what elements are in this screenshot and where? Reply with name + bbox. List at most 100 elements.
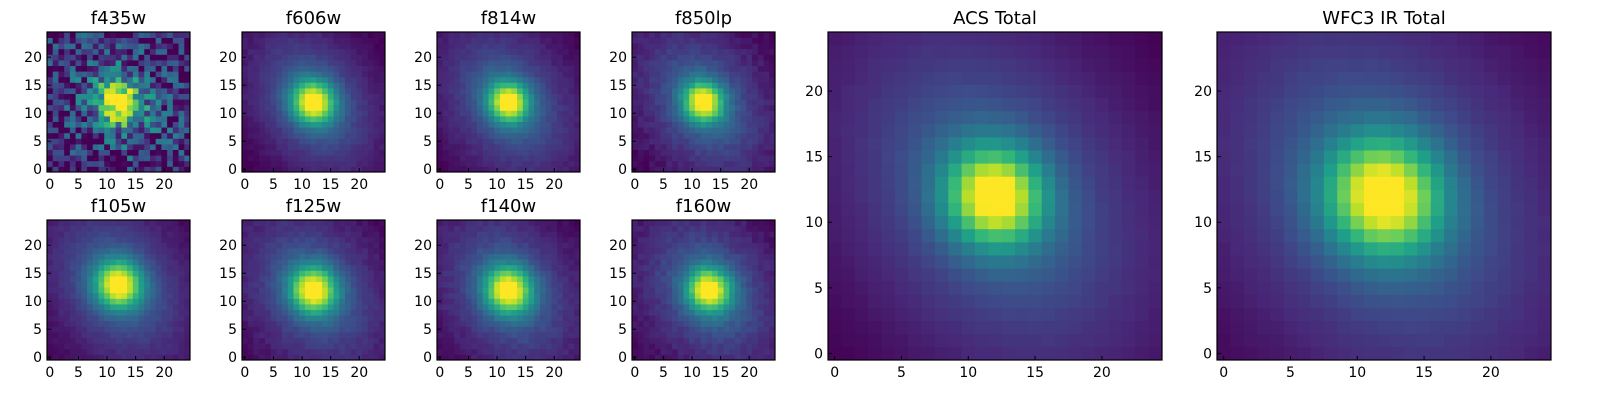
f606w-pixel — [310, 82, 317, 89]
f606w-pixel — [259, 76, 266, 83]
f435w-pixel — [127, 60, 134, 66]
f606w-pixel — [310, 54, 317, 61]
f814w-pixel — [528, 37, 535, 44]
f850lp-pixel — [729, 110, 736, 117]
f435w-pixel — [167, 43, 174, 50]
f160w-pixel — [677, 315, 684, 322]
f160w-pixel — [706, 309, 713, 316]
f435w-pixel — [47, 43, 54, 50]
f435w-pixel — [92, 155, 99, 162]
f814w-pixel — [562, 160, 569, 167]
f105w-pixel — [138, 354, 145, 361]
f850lp-pixel — [677, 43, 684, 50]
f105w-pixel — [178, 270, 185, 277]
f125w-pixel — [316, 242, 323, 249]
f140w-pixel — [522, 281, 529, 288]
f105w-pixel — [161, 259, 168, 266]
f606w-pixel — [287, 110, 294, 117]
f606w-pixel — [316, 144, 323, 150]
f606w-pixel — [379, 132, 386, 139]
f850lp-pixel — [672, 37, 679, 44]
f814w-pixel — [454, 54, 461, 61]
f160w-pixel — [729, 287, 736, 294]
f160w-pixel — [752, 281, 759, 288]
f140w-pixel — [477, 281, 484, 288]
f125w-pixel — [373, 287, 380, 294]
f105w-pixel — [121, 231, 128, 238]
f160w-pixel — [689, 343, 696, 350]
f435w-pixel — [127, 110, 134, 117]
f606w-pixel — [282, 104, 289, 111]
f606w-pixel — [362, 166, 369, 173]
f814w-pixel — [528, 149, 535, 156]
f814w-pixel — [557, 155, 564, 162]
f140w-pixel — [477, 292, 484, 299]
f435w-pixel — [69, 65, 76, 72]
f606w-pixel — [304, 60, 312, 66]
f125w-pixel — [379, 236, 386, 243]
f850lp-pixel — [643, 104, 650, 111]
f105w-pixel — [121, 332, 128, 338]
f435w-pixel — [161, 110, 168, 117]
f140w-pixel — [568, 309, 575, 316]
f140w-pixel — [574, 298, 581, 305]
f850lp-pixel — [763, 60, 770, 66]
f435w-pixel — [127, 127, 134, 134]
f850lp-pixel — [700, 54, 707, 61]
f814w-pixel — [482, 60, 489, 66]
f435w-pixel — [87, 149, 94, 156]
f850lp-pixel — [740, 71, 747, 78]
f125w-pixel — [362, 225, 369, 232]
f125w-pixel — [270, 315, 277, 322]
f125w-pixel — [270, 253, 277, 260]
f140w-pixel — [545, 253, 552, 260]
f814w-pixel — [482, 82, 489, 89]
f435w-pixel — [75, 93, 82, 100]
f435w-pixel — [58, 32, 65, 38]
f105w-pixel — [109, 248, 117, 254]
f105w-x-tick-label: 20 — [155, 365, 173, 381]
f125w-pixel — [379, 309, 386, 316]
f160w-pixel — [666, 253, 673, 260]
f125w-pixel — [253, 231, 260, 238]
f606w-pixel — [259, 127, 266, 134]
f606w-pixel — [356, 76, 363, 83]
f105w-pixel — [47, 259, 54, 266]
f160w-pixel — [706, 337, 713, 344]
f160w-pixel — [666, 259, 673, 266]
f850lp-pixel — [649, 82, 656, 89]
f105w-pixel — [144, 304, 151, 310]
f140w-pixel — [488, 248, 495, 254]
f850lp-pixel — [689, 93, 696, 100]
f435w-pixel — [178, 132, 185, 139]
f140w-pixel — [442, 354, 449, 361]
f814w-pixel — [448, 93, 455, 100]
f850lp-pixel — [757, 132, 764, 139]
f105w-pixel — [92, 343, 99, 350]
f814w-pixel — [574, 48, 581, 55]
f140w-pixel — [522, 326, 529, 333]
f850lp-pixel — [649, 132, 656, 139]
f105w-pixel — [58, 264, 65, 271]
f140w-pixel — [505, 298, 512, 305]
f850lp-pixel — [637, 160, 644, 167]
f850lp-pixel — [672, 166, 679, 173]
f140w-pixel — [568, 298, 575, 305]
f435w-pixel — [127, 116, 134, 122]
f125w-pixel — [299, 281, 306, 288]
f125w-pixel — [316, 236, 323, 243]
f140w-pixel — [482, 292, 489, 299]
f160w-pixel — [723, 315, 730, 322]
f850lp-pixel — [729, 54, 736, 61]
f435w-pixel — [167, 88, 174, 94]
f814w-pixel — [511, 166, 518, 173]
f850lp-pixel — [700, 93, 707, 100]
f814w-pixel — [574, 71, 581, 78]
f125w-pixel — [276, 292, 283, 299]
f814w-pixel — [534, 48, 541, 55]
f850lp-pixel — [643, 71, 650, 78]
f606w-pixel — [367, 88, 374, 94]
f125w-pixel — [339, 309, 346, 316]
f435w-pixel — [161, 54, 168, 61]
f850lp-pixel — [643, 110, 650, 117]
